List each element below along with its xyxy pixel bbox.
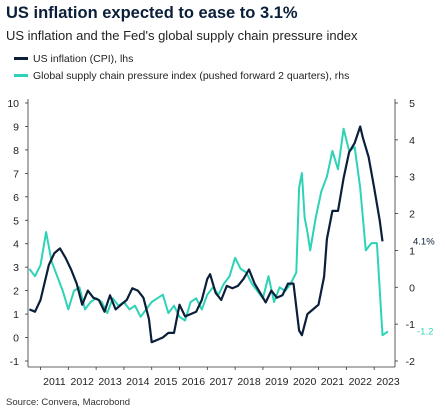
chart-subtitle: US inflation and the Fed's global supply… (6, 28, 358, 43)
left-tick-label: 10 (7, 98, 19, 110)
left-tick-label: 2 (13, 286, 19, 298)
x-tick-label: 2019 (265, 376, 289, 388)
series-line-cpi (28, 125, 384, 344)
left-tick-label: 8 (13, 145, 19, 157)
x-tick-label: 2014 (126, 376, 150, 388)
chart-legend: US inflation (CPI), lhs Global supply ch… (14, 50, 349, 84)
legend-item-cpi: US inflation (CPI), lhs (14, 50, 349, 67)
x-tick-label: 2021 (321, 376, 345, 388)
legend-item-gscpi: Global supply chain pressure index (push… (14, 67, 349, 84)
right-tick-label: 3 (409, 172, 415, 184)
x-tick-label: 2017 (210, 376, 234, 388)
x-tick-label: 2015 (154, 376, 178, 388)
right-tick-label: 0 (409, 282, 415, 294)
right-tick-label: 5 (409, 98, 415, 110)
left-tick-label: 4 (13, 239, 19, 251)
x-tick-label: 2016 (182, 376, 206, 388)
right-tick-label: 1 (409, 245, 415, 257)
left-tick-label: 9 (13, 121, 19, 133)
x-tick-label: 2020 (293, 376, 317, 388)
left-tick-label: 0 (13, 333, 19, 345)
source-note: Source: Convera, Macrobond (6, 397, 131, 408)
legend-label-cpi: US inflation (CPI), lhs (33, 52, 134, 65)
chart-title: US inflation expected to ease to 3.1% (6, 4, 298, 22)
x-tick-label: 2018 (237, 376, 261, 388)
left-tick-label: -1 (10, 356, 19, 368)
right-tick-label: -2 (406, 356, 415, 368)
legend-label-gscpi: Global supply chain pressure index (push… (33, 69, 350, 82)
left-tick-label: 1 (13, 309, 19, 321)
left-tick-label: 5 (13, 215, 19, 227)
x-tick-label: 2023 (376, 376, 400, 388)
left-tick-label: 6 (13, 192, 19, 204)
end-label-gscpi: -1.2 (417, 327, 433, 338)
x-tick-label: 2011 (43, 376, 66, 388)
x-tick-label: 2022 (349, 376, 373, 388)
x-tick-label: 2013 (98, 376, 122, 388)
left-tick-label: 7 (13, 168, 19, 180)
end-label-cpi: 4.1% (413, 236, 435, 247)
legend-swatch-cpi (14, 57, 28, 60)
x-tick-label: 2012 (71, 376, 95, 388)
right-tick-label: 2 (409, 209, 415, 221)
right-tick-label: -1 (406, 319, 415, 331)
left-tick-label: 3 (13, 262, 19, 274)
legend-swatch-gscpi (14, 74, 28, 77)
right-tick-label: 4 (409, 135, 415, 147)
